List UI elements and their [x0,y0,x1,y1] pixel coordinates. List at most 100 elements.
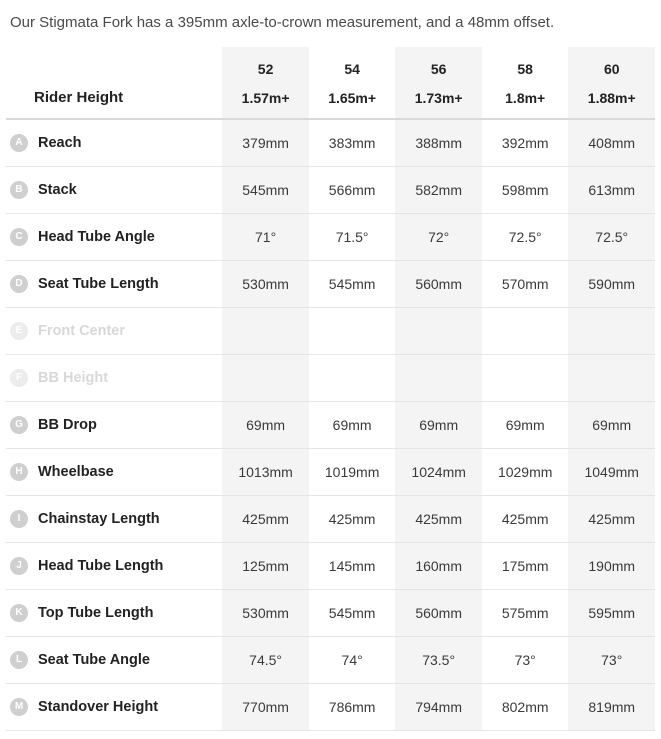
row-label-cell: AReach [6,119,222,166]
row-label-text: Wheelbase [38,464,114,480]
height-col-4: 1.88m+ [568,83,655,119]
data-cell: 590mm [568,260,655,307]
data-cell: 74° [309,636,396,683]
data-cell: 71° [222,213,309,260]
data-cell: 598mm [482,166,569,213]
table-row: AReach379mm383mm388mm392mm408mm [6,119,655,166]
row-label-cell: LSeat Tube Angle [6,636,222,683]
size-col-3: 58 [482,47,569,83]
data-cell: 125mm [222,542,309,589]
data-cell: 388mm [395,119,482,166]
row-label-cell: M Standover Height [6,683,222,730]
row-label-cell: D Seat Tube Length [6,260,222,307]
data-cell: 560mm [395,260,482,307]
data-cell [309,307,396,354]
data-cell: 570mm [482,260,569,307]
row-label-cell: J Head Tube Length [6,542,222,589]
data-cell: 425mm [309,495,396,542]
data-cell: 425mm [568,495,655,542]
intro-text: Our Stigmata Fork has a 395mm axle-to-cr… [10,12,655,33]
data-cell: 786mm [309,683,396,730]
row-letter-badge: I [10,510,28,528]
table-row: KTop Tube Length530mm545mm560mm575mm595m… [6,589,655,636]
data-cell: 770mm [222,683,309,730]
data-cell: 379mm [222,119,309,166]
data-cell: 1019mm [309,448,396,495]
table-row: BStack545mm566mm582mm598mm613mm [6,166,655,213]
data-cell: 1024mm [395,448,482,495]
data-cell: 392mm [482,119,569,166]
table-row: J Head Tube Length 125mm145mm160mm175mm190… [6,542,655,589]
data-cell: 545mm [309,589,396,636]
size-col-2: 56 [395,47,482,83]
data-cell: 69mm [482,401,569,448]
row-label-cell: H Wheelbase [6,448,222,495]
row-label-cell: C Head Tube Angle [6,213,222,260]
row-label-cell: BStack [6,166,222,213]
data-cell [568,354,655,401]
row-label-cell: EFront Center [6,307,222,354]
data-cell: 819mm [568,683,655,730]
data-cell [309,354,396,401]
row-label-text: Top Tube Length [38,605,153,621]
row-label-text: Seat Tube Angle [38,652,150,668]
header-blank [6,47,222,83]
size-col-0: 52 [222,47,309,83]
row-label-text: Front Center [38,323,125,339]
data-cell: 71.5° [309,213,396,260]
data-cell: 74.5° [222,636,309,683]
table-row: LSeat Tube Angle74.5°74°73.5°73°73° [6,636,655,683]
row-label-text: Chainstay Length [38,511,160,527]
data-cell: 613mm [568,166,655,213]
data-cell [482,307,569,354]
table-row: CHead Tube Angle71°71.5°72°72.5°72.5° [6,213,655,260]
data-cell: 73° [568,636,655,683]
row-letter-badge: D [10,275,28,293]
data-cell [568,307,655,354]
data-cell [395,307,482,354]
data-cell: 190mm [568,542,655,589]
row-label-cell: F BB Height [6,354,222,401]
data-cell: 582mm [395,166,482,213]
data-cell: 145mm [309,542,396,589]
row-label-text: Reach [38,135,82,151]
size-col-1: 54 [309,47,396,83]
row-letter-badge: B [10,181,28,199]
row-label-cell: G BB Drop [6,401,222,448]
row-label-cell: I Chainstay Length [6,495,222,542]
data-cell: 566mm [309,166,396,213]
height-col-2: 1.73m+ [395,83,482,119]
data-cell: 1049mm [568,448,655,495]
data-cell: 560mm [395,589,482,636]
data-cell: 595mm [568,589,655,636]
row-letter-badge: J [10,557,28,575]
row-letter-badge: G [10,416,28,434]
data-cell [395,354,482,401]
row-letter-badge: M [10,698,28,716]
data-cell: 73.5° [395,636,482,683]
row-label-text: Head Tube Angle [38,229,155,245]
data-cell: 69mm [395,401,482,448]
table-row: IChainstay Length425mm425mm425mm425mm425… [6,495,655,542]
row-label-text: Seat Tube Length [38,276,159,292]
row-label-text: BB Height [38,370,108,386]
data-cell: 408mm [568,119,655,166]
data-cell [482,354,569,401]
data-cell: 794mm [395,683,482,730]
data-cell: 383mm [309,119,396,166]
data-cell: 545mm [309,260,396,307]
row-letter-badge: F [10,369,28,387]
row-letter-badge: C [10,228,28,246]
height-col-3: 1.8m+ [482,83,569,119]
row-label-text: BB Drop [38,417,97,433]
table-row: GBB Drop69mm69mm69mm69mm69mm [6,401,655,448]
row-label-text: Standover Height [38,699,158,715]
data-cell: 175mm [482,542,569,589]
data-cell: 69mm [222,401,309,448]
data-cell: 425mm [482,495,569,542]
row-letter-badge: H [10,463,28,481]
data-cell: 575mm [482,589,569,636]
data-cell: 425mm [222,495,309,542]
row-label-text: Head Tube Length [38,558,163,574]
data-cell: 160mm [395,542,482,589]
